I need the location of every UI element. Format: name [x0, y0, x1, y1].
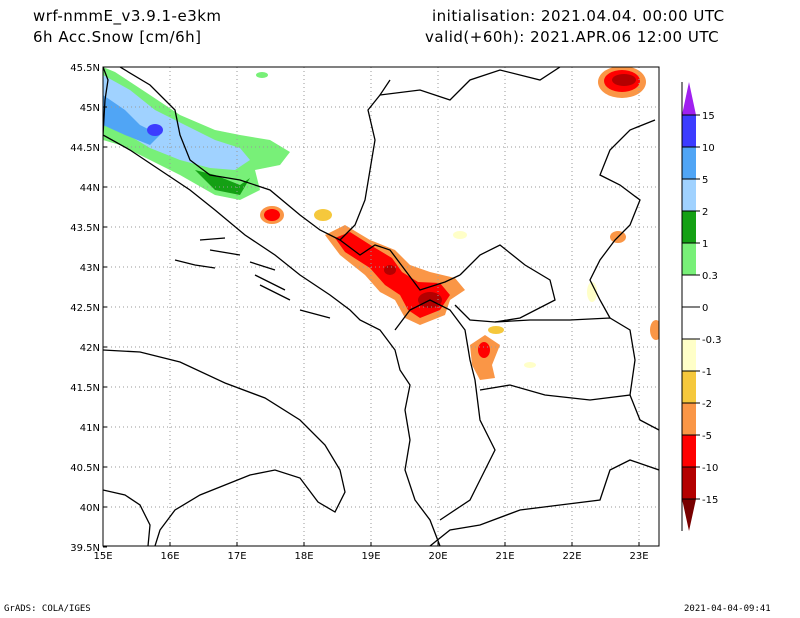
- border-kosovo: [454, 244, 556, 323]
- axis-labels: 15E 16E 17E 18E 19E 20E 21E 22E 23E 45.5N 45N 44.5N…: [70, 63, 648, 562]
- lat-label: 44.5N: [70, 143, 100, 154]
- melt-area-ne-dark: [612, 74, 636, 86]
- colorbar-segment: [682, 307, 696, 339]
- lon-label: 21E: [495, 551, 514, 562]
- border-macedonia: [479, 317, 636, 401]
- colorbar-segment: [682, 147, 696, 179]
- snow-area-lightblue: [103, 75, 250, 170]
- border-serbia-romania: [379, 67, 561, 101]
- lat-label: 40N: [80, 503, 100, 514]
- melt-area: [314, 209, 332, 221]
- colorbar-label: 15: [702, 111, 715, 122]
- colorbar-segment: [682, 403, 696, 435]
- coastline-balkan: [103, 67, 441, 546]
- colorbar-label: -10: [702, 463, 718, 474]
- melt-area: [524, 362, 536, 368]
- colorbar-segment: [682, 211, 696, 243]
- melt-area: [650, 320, 659, 340]
- colorbar-label: 1: [702, 239, 708, 250]
- coastline-islands: [174, 237, 331, 319]
- colorbar-label: 2: [702, 207, 708, 218]
- colorbar-segment: [682, 371, 696, 403]
- lat-label: 42N: [80, 343, 100, 354]
- border-montenegro: [339, 239, 461, 291]
- colorbar-label: 10: [702, 143, 715, 154]
- colorbar-label: -0.3: [702, 335, 722, 346]
- footer-timestamp: 2021-04-04-09:41: [684, 604, 771, 614]
- colorbar-label: -1: [702, 367, 712, 378]
- snow-area-green-small: [256, 72, 268, 78]
- colorbar-label: -2: [702, 399, 712, 410]
- colorbar-label: 0: [702, 303, 708, 314]
- colorbar: 15 10 5 2 1 0.3 0 -0.3 -1 -2 -5 -10 -15: [681, 82, 722, 531]
- border-croatia-bih: [119, 67, 341, 241]
- lon-label: 22E: [562, 551, 581, 562]
- colorbar-label: 0.3: [702, 271, 718, 282]
- coastline-greece: [429, 459, 659, 546]
- melt-area: [264, 209, 280, 221]
- lat-label: 42.5N: [70, 303, 100, 314]
- melt-area: [587, 282, 597, 302]
- border-greece: [629, 394, 659, 431]
- valid-time: valid(+60h): 2021.APR.06 12:00 UTC: [425, 28, 720, 46]
- colorbar-label: -5: [702, 431, 712, 442]
- coastline-calabria: [103, 489, 151, 546]
- colorbar-label: 5: [702, 175, 708, 186]
- melt-area: [453, 231, 467, 239]
- snow-area-blue: [103, 95, 160, 145]
- colorbar-top-arrow: [682, 82, 696, 115]
- colorbar-segment: [682, 179, 696, 211]
- coastline-italy: [103, 349, 346, 546]
- lon-label: 23E: [629, 551, 648, 562]
- snow-area-darkblue: [147, 124, 163, 136]
- lat-label: 39.5N: [70, 543, 100, 554]
- colorbar-segment: [682, 115, 696, 147]
- lon-label: 15E: [93, 551, 112, 562]
- border-albania: [394, 299, 496, 521]
- border-bih-serbia: [339, 79, 391, 241]
- colorbar-bottom-arrow: [682, 499, 696, 531]
- melt-area: [488, 326, 504, 334]
- colorbar-segment: [682, 467, 696, 499]
- colorbar-segment: [682, 275, 696, 307]
- lat-label: 40.5N: [70, 463, 100, 474]
- border-bulgaria: [589, 119, 656, 319]
- colorbar-segment: [682, 339, 696, 371]
- lat-label: 43N: [80, 263, 100, 274]
- gridlines: [103, 67, 659, 546]
- snow-area-darkgreen: [195, 170, 250, 195]
- lon-label: 19E: [361, 551, 380, 562]
- lat-label: 44N: [80, 183, 100, 194]
- melt-area: [478, 342, 490, 358]
- lat-label: 41.5N: [70, 383, 100, 394]
- init-time: initialisation: 2021.04.04. 00:00 UTC: [432, 7, 725, 25]
- lon-label: 20E: [428, 551, 447, 562]
- lon-label: 16E: [160, 551, 179, 562]
- coastlines-borders: [103, 67, 659, 546]
- colorbar-segment: [682, 243, 696, 275]
- melt-area-darkred: [384, 265, 396, 275]
- lat-label: 45N: [80, 103, 100, 114]
- lon-label: 17E: [227, 551, 246, 562]
- lon-label: 18E: [294, 551, 313, 562]
- lat-label: 45.5N: [70, 63, 100, 74]
- footer-credit: GrADS: COLA/IGES: [4, 604, 91, 614]
- colorbar-label: -15: [702, 495, 718, 506]
- field-shading: [103, 67, 659, 380]
- variable-title: 6h Acc.Snow [cm/6h]: [33, 28, 202, 46]
- colorbar-segment: [682, 435, 696, 467]
- model-title: wrf-nmmE_v3.9.1-e3km: [33, 7, 222, 25]
- lat-label: 41N: [80, 423, 100, 434]
- lat-label: 43.5N: [70, 223, 100, 234]
